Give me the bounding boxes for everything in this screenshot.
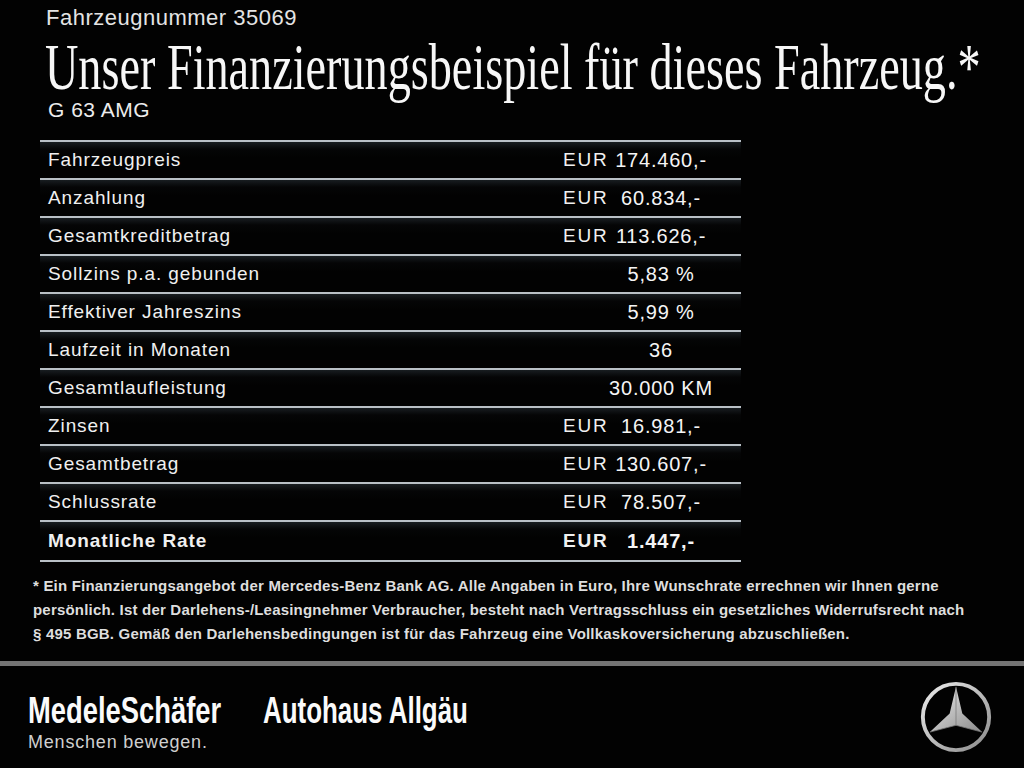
table-row: AnzahlungEUR60.834,- (40, 178, 741, 216)
table-row: Effektiver Jahreszins 5,99 % (40, 292, 741, 330)
mercedes-star-icon (917, 678, 995, 756)
row-label: Schlussrate (48, 491, 157, 513)
row-label: Sollzins p.a. gebunden (48, 263, 260, 285)
dealer-logo-autohaus-allgaeu: Autohaus Allgäu (263, 690, 468, 732)
row-label: Gesamtbetrag (48, 453, 179, 475)
model-name: G 63 AMG (48, 98, 150, 122)
row-value: 5,83 % (581, 263, 741, 286)
row-label: Gesamtlaufleistung (48, 377, 227, 399)
dealer-logo-medeleschaefer: MedeleSchäfer (28, 690, 221, 732)
table-row: Sollzins p.a. gebunden 5,83 % (40, 254, 741, 292)
row-value: 113.626,- (581, 225, 741, 248)
row-value: 78.507,- (581, 491, 741, 514)
footnote-line: persönlich. Ist der Darlehens-/Leasingne… (33, 598, 964, 622)
row-value: 174.460,- (581, 149, 741, 172)
table-row: Gesamtlaufleistung 30.000 KM (40, 368, 741, 406)
row-label: Laufzeit in Monaten (48, 339, 231, 361)
footer-divider (0, 661, 1024, 666)
row-value: 1.447,- (581, 530, 741, 553)
row-value: 16.981,- (581, 415, 741, 438)
row-value: 30.000 KM (581, 377, 741, 400)
row-label: Fahrzeugpreis (48, 149, 181, 171)
page-title: Unser Finanzierungsbeispiel für dieses F… (45, 36, 981, 98)
table-row: FahrzeugpreisEUR174.460,- (40, 140, 741, 178)
table-row: Laufzeit in Monaten 36 (40, 330, 741, 368)
footnote-line: § 495 BGB. Gemäß den Darlehensbedingunge… (33, 622, 964, 646)
row-label: Gesamtkreditbetrag (48, 225, 231, 247)
row-value: 36 (581, 339, 741, 362)
table-row: ZinsenEUR16.981,- (40, 406, 741, 444)
financing-table: FahrzeugpreisEUR174.460,-AnzahlungEUR60.… (40, 140, 741, 562)
row-value: 130.607,- (581, 453, 741, 476)
row-label: Monatliche Rate (48, 530, 207, 552)
table-row: GesamtbetragEUR130.607,- (40, 444, 741, 482)
table-row: Monatliche RateEUR1.447,- (40, 520, 741, 562)
table-row: GesamtkreditbetragEUR113.626,- (40, 216, 741, 254)
table-row: SchlussrateEUR78.507,- (40, 482, 741, 520)
footnote: * Ein Finanzierungsangebot der Mercedes-… (33, 574, 964, 646)
row-value: 5,99 % (581, 301, 741, 324)
row-label: Zinsen (48, 415, 110, 437)
row-value: 60.834,- (581, 187, 741, 210)
dealer-slogan: Menschen bewegen. (28, 732, 208, 753)
row-label: Anzahlung (48, 187, 146, 209)
row-label: Effektiver Jahreszins (48, 301, 242, 323)
financing-page: Fahrzeugnummer 35069 Unser Finanzierungs… (0, 0, 1024, 768)
vehicle-number: Fahrzeugnummer 35069 (46, 5, 297, 31)
footnote-line: * Ein Finanzierungsangebot der Mercedes-… (33, 574, 964, 598)
